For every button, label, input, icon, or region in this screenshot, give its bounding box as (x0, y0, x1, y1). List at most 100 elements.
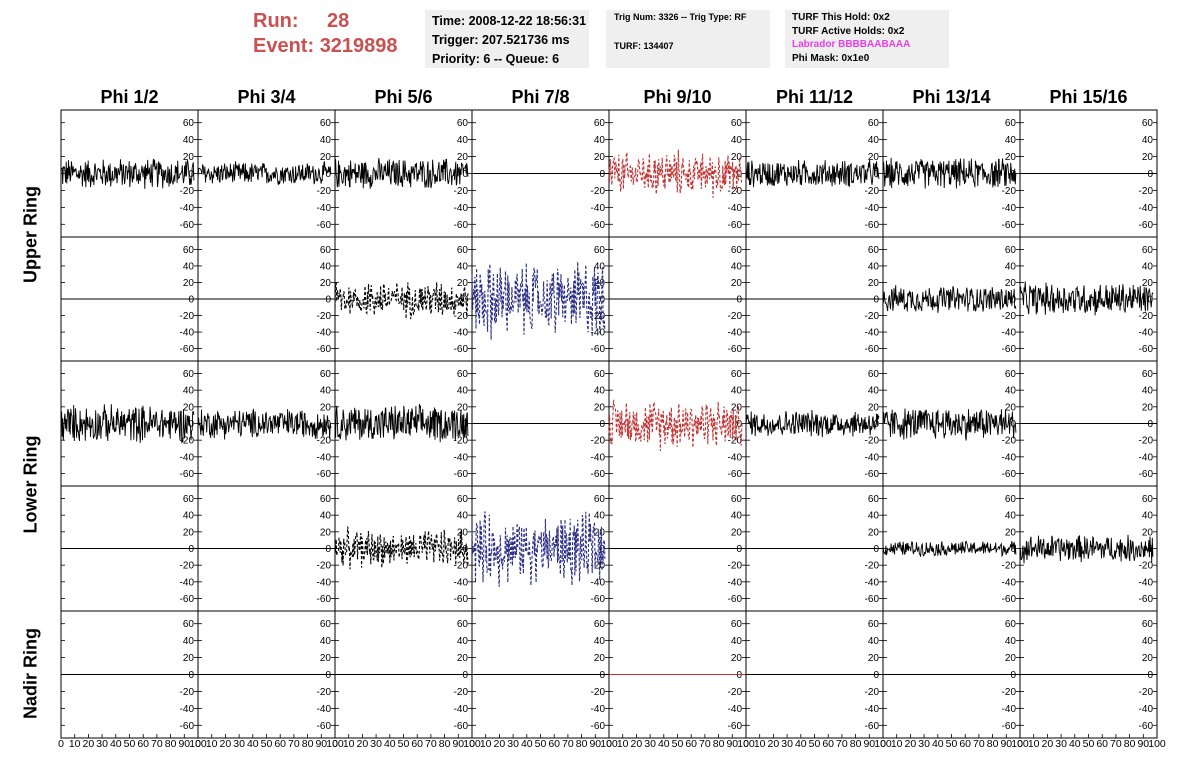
ytick-label: 40 (1005, 386, 1017, 397)
waveform-trace (60, 158, 195, 189)
waveform-trace (745, 409, 880, 438)
xtick-label: 90 (589, 738, 601, 750)
ytick-label: 40 (594, 135, 606, 146)
ytick-label: 60 (320, 369, 332, 380)
ytick-label: 0 (1010, 295, 1016, 306)
ytick-label: -60 (728, 344, 743, 355)
xtick-label: 80 (987, 738, 999, 750)
ytick-label: -40 (317, 577, 332, 588)
waveform-trace (745, 159, 880, 188)
ytick-label: -20 (180, 436, 195, 447)
ytick-label: 60 (320, 494, 332, 505)
xtick-label: 10 (480, 738, 492, 750)
ytick-label: 20 (731, 653, 743, 664)
event-label: Event: (253, 35, 315, 57)
ytick-label: 40 (868, 386, 880, 397)
ytick-label: 20 (1142, 527, 1154, 538)
ytick-label: 60 (457, 494, 469, 505)
priority-line: Priority: 6 -- Queue: 6 (432, 52, 560, 66)
waveform-trace (60, 404, 195, 444)
ytick-label: -60 (180, 721, 195, 732)
ytick-label: -40 (865, 704, 880, 715)
ytick-label: -20 (1002, 687, 1017, 698)
ytick-label: -60 (317, 220, 332, 231)
ytick-label: 20 (1005, 402, 1017, 413)
waveform-trace (471, 511, 606, 587)
ytick-label: 40 (731, 135, 743, 146)
ytick-label: -20 (865, 561, 880, 572)
ytick-label: 60 (731, 619, 743, 630)
ytick-label: 60 (594, 619, 606, 630)
xtick-label: 10 (1028, 738, 1040, 750)
xtick-label: 40 (795, 738, 807, 750)
xtick-label: 100 (463, 738, 481, 750)
ytick-label: 40 (868, 511, 880, 522)
ytick-label: -60 (180, 469, 195, 480)
ytick-label: -40 (180, 452, 195, 463)
ytick-label: 40 (320, 511, 332, 522)
xtick-label: 30 (370, 738, 382, 750)
ytick-label: -60 (1139, 344, 1154, 355)
time-info-box: Time: 2008-12-22 18:56:31 Trigger: 207.5… (425, 10, 589, 68)
ytick-label: 40 (183, 135, 195, 146)
ytick-label: -60 (317, 721, 332, 732)
ytick-label: 60 (1005, 369, 1017, 380)
xtick-label: 0 (880, 738, 886, 750)
xtick-label: 70 (1110, 738, 1122, 750)
xtick-label: 80 (302, 738, 314, 750)
waveform-trace (471, 261, 606, 340)
ytick-label: -40 (180, 203, 195, 214)
ytick-label: 20 (457, 653, 469, 664)
ytick-label: 20 (320, 152, 332, 163)
ytick-label: 20 (731, 527, 743, 538)
ytick-label: 0 (599, 419, 605, 430)
ytick-label: -40 (591, 452, 606, 463)
xtick-label: 60 (411, 738, 423, 750)
xtick-label: 20 (905, 738, 917, 750)
ytick-label: -60 (591, 469, 606, 480)
waveform-trace (197, 408, 332, 440)
ytick-label: -40 (1002, 452, 1017, 463)
ytick-label: -40 (317, 452, 332, 463)
ytick-label: 40 (457, 636, 469, 647)
ytick-label: 60 (457, 369, 469, 380)
column-title-phi-5-6: Phi 5/6 (374, 87, 433, 107)
ytick-label: -60 (1139, 469, 1154, 480)
ytick-label: 40 (594, 636, 606, 647)
xtick-label: 100 (874, 738, 892, 750)
ytick-label: 0 (1147, 169, 1153, 180)
xtick-label: 80 (850, 738, 862, 750)
ytick-label: 40 (1142, 636, 1154, 647)
ytick-label: -40 (865, 452, 880, 463)
ytick-label: 40 (320, 386, 332, 397)
xtick-label: 90 (1137, 738, 1149, 750)
ytick-label: -20 (180, 186, 195, 197)
ytick-label: 60 (594, 369, 606, 380)
xtick-label: 90 (1000, 738, 1012, 750)
xtick-label: 20 (1042, 738, 1054, 750)
ytick-label: 60 (731, 245, 743, 256)
ytick-label: 20 (1142, 278, 1154, 289)
ytick-label: 20 (1142, 152, 1154, 163)
ytick-label: 0 (188, 419, 194, 430)
ytick-label: 0 (873, 295, 879, 306)
ytick-label: 0 (1147, 670, 1153, 681)
ytick-label: -20 (728, 311, 743, 322)
xtick-label: 100 (737, 738, 755, 750)
xtick-label: 50 (261, 738, 273, 750)
ytick-label: -40 (454, 577, 469, 588)
ytick-label: 0 (873, 670, 879, 681)
ytick-label: -20 (1139, 687, 1154, 698)
ytick-label: 20 (731, 152, 743, 163)
ytick-label: -40 (180, 577, 195, 588)
ytick-label: -40 (728, 704, 743, 715)
ytick-label: 0 (873, 544, 879, 555)
ytick-label: -60 (591, 721, 606, 732)
ytick-label: 60 (183, 494, 195, 505)
trigger-info-box: Trig Num: 3326 -- Trig Type: RF TURF: 13… (606, 10, 770, 68)
ytick-label: -60 (1002, 469, 1017, 480)
ytick-label: -20 (591, 561, 606, 572)
ytick-label: 60 (320, 245, 332, 256)
ytick-label: 60 (868, 619, 880, 630)
xtick-label: 40 (932, 738, 944, 750)
